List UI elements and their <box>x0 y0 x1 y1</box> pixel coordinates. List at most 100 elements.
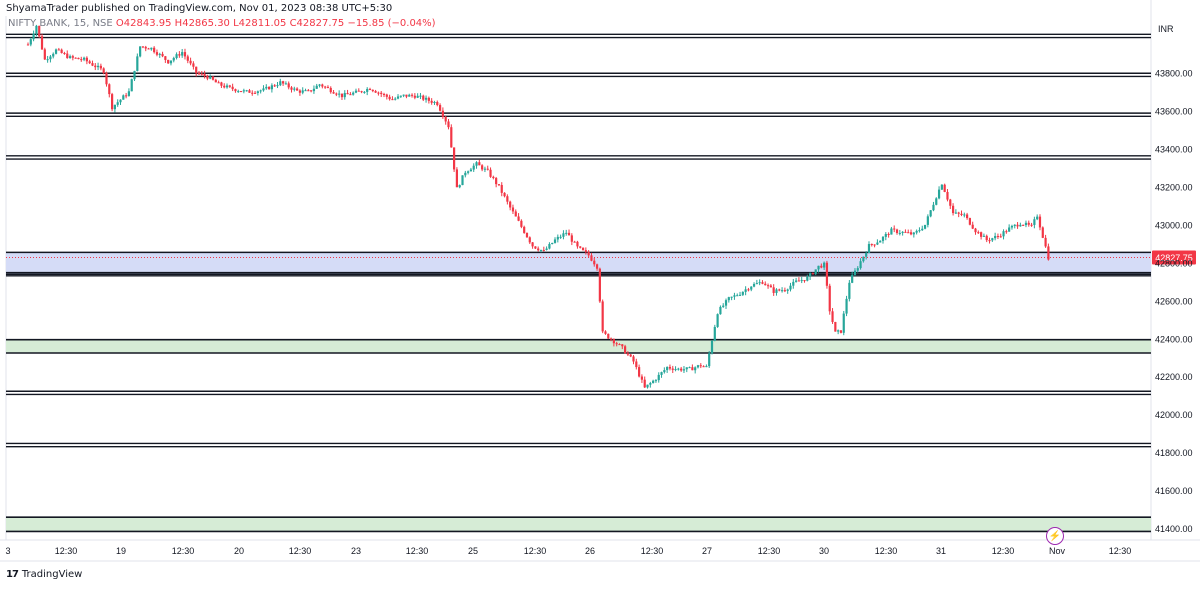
candle-body <box>724 300 728 306</box>
candle-body <box>817 265 820 270</box>
candle-body <box>853 270 857 275</box>
candle-body <box>985 235 988 241</box>
candle-body <box>253 92 257 94</box>
candle-body <box>1024 222 1028 226</box>
candle-body <box>520 220 523 227</box>
candle-body <box>545 248 548 250</box>
candle-body <box>587 251 590 256</box>
candle-body <box>402 94 405 96</box>
candle-body <box>366 88 369 92</box>
candle-body <box>719 306 722 315</box>
candle-body <box>573 241 576 243</box>
x-tick-label: 12:30 <box>992 546 1015 556</box>
last-price-tag <box>1152 250 1196 265</box>
candle-body <box>828 285 831 312</box>
candle-body <box>1030 224 1033 226</box>
candle-body <box>935 198 938 205</box>
candle-body <box>469 169 473 172</box>
candle-body <box>909 232 913 235</box>
candle-body <box>769 285 772 288</box>
candle-body <box>584 250 587 252</box>
lightning-icon[interactable]: ⚡ <box>1046 527 1064 545</box>
candle-body <box>865 252 868 257</box>
candle-body <box>1016 224 1019 227</box>
x-tick-label: 12:30 <box>758 546 781 556</box>
candle-body <box>963 214 966 216</box>
candle-body <box>660 372 663 375</box>
candle-body <box>444 116 447 122</box>
candle-body <box>88 61 91 64</box>
y-tick-label: 43000.00 <box>1155 220 1193 230</box>
candle-body <box>413 95 416 98</box>
candle-body <box>901 231 904 233</box>
candle-body <box>391 99 394 101</box>
candle-body <box>1041 227 1044 238</box>
candle-body <box>951 205 955 214</box>
y-tick-label: 43600.00 <box>1155 106 1193 116</box>
candle-body <box>702 366 705 368</box>
candle-body <box>136 56 139 71</box>
candle-body <box>752 283 756 287</box>
candle-body <box>581 247 585 251</box>
candle-body <box>800 280 803 282</box>
y-tick-label: 42600.00 <box>1155 296 1193 306</box>
candle-body <box>716 314 719 327</box>
candle-body <box>747 289 750 291</box>
candle-body <box>831 311 834 322</box>
candle-body <box>455 169 459 188</box>
candle-body <box>643 379 646 388</box>
candle-body <box>1038 216 1042 228</box>
x-tick-label: 23 <box>351 546 361 556</box>
candle-body <box>452 147 456 170</box>
candle-body <box>511 207 515 212</box>
candle-body <box>811 273 815 275</box>
candle-body <box>287 83 290 88</box>
candle-body <box>848 282 851 299</box>
candle-body <box>991 238 994 241</box>
candle-body <box>1008 227 1011 232</box>
candle-body <box>315 85 318 89</box>
candle-body <box>298 90 302 93</box>
candle-body <box>60 49 63 54</box>
x-tick-label: 27 <box>702 546 712 556</box>
candle-body <box>565 232 568 234</box>
candle-body <box>842 313 845 333</box>
candle-body <box>164 56 167 60</box>
y-tick-label: 43400.00 <box>1155 144 1193 154</box>
candle-body <box>475 162 478 166</box>
candle-body <box>640 376 644 380</box>
candle-body <box>792 281 795 286</box>
candle-body <box>738 294 742 296</box>
candle-body <box>685 367 688 370</box>
candle-body <box>551 242 554 245</box>
candle-body <box>472 165 475 170</box>
candle-body <box>576 241 579 247</box>
candle-body <box>26 44 30 46</box>
candle-body <box>937 189 941 199</box>
candle-body <box>38 25 41 37</box>
candle-body <box>290 87 293 90</box>
zone-demand-1 <box>6 339 1151 353</box>
candle-body <box>646 384 649 388</box>
x-tick-label: 12:30 <box>641 546 664 556</box>
candle-body <box>794 280 798 282</box>
candle-body <box>408 94 411 97</box>
candle-body <box>497 184 501 186</box>
candle-body <box>284 83 288 85</box>
candle-body <box>570 235 573 242</box>
candle-body <box>80 59 83 61</box>
candle-body <box>879 240 882 243</box>
candle-body <box>310 90 313 92</box>
candle-body <box>113 104 117 110</box>
candle-body <box>1044 237 1047 247</box>
candle-body <box>918 230 921 232</box>
candle-body <box>183 52 187 57</box>
candle-body <box>46 59 49 61</box>
x-tick-label: Nov <box>1049 546 1066 556</box>
candle-body <box>318 84 321 86</box>
candle-body <box>312 88 316 92</box>
candle-body <box>652 380 655 384</box>
candle-body <box>374 91 377 93</box>
